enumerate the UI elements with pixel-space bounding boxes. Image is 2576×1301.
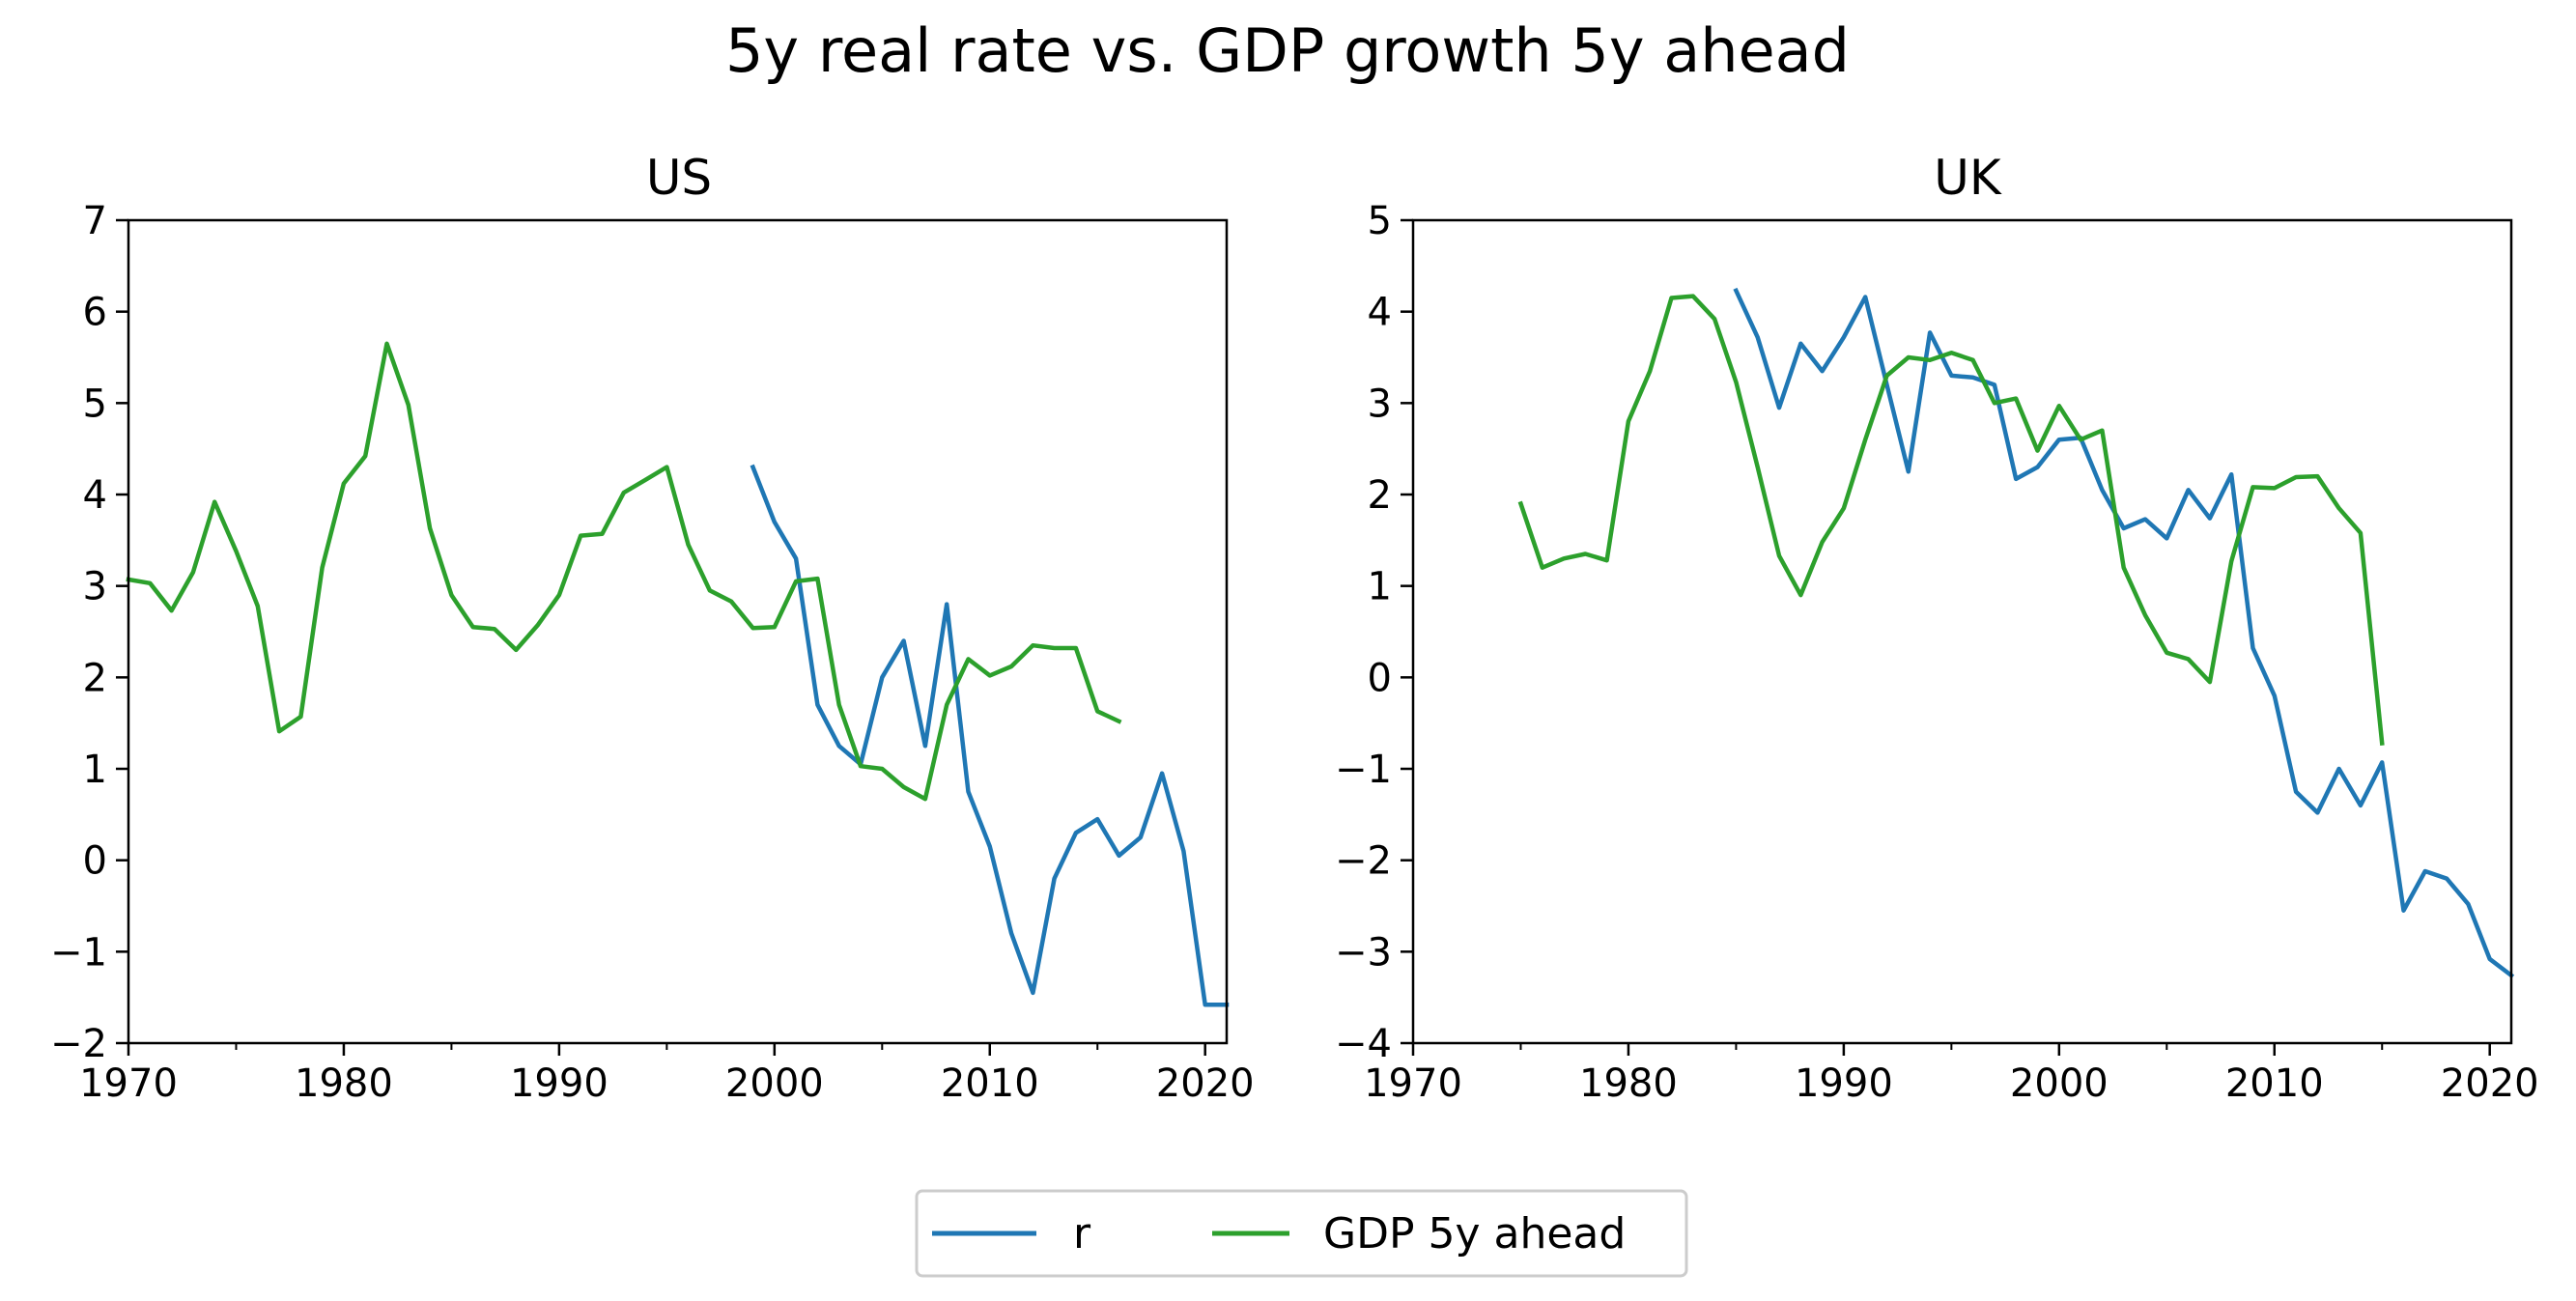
- uk-xtick-label: 2000: [2010, 1061, 2109, 1106]
- us-ytick-label: 1: [83, 748, 107, 792]
- us-ytick-label: 2: [83, 656, 107, 700]
- uk-plot-area: 1970 1980 1990 2000 2010 2020 −4 −3 −2 −1 0 1 2 3 4 5: [1335, 199, 2539, 1106]
- us-xtick-label: 1990: [510, 1061, 609, 1106]
- uk-ytick-label: 3: [1368, 382, 1392, 426]
- us-xtick-label: 2000: [725, 1061, 824, 1106]
- us-ytick-label: 5: [83, 382, 107, 426]
- legend: r GDP 5y ahead: [915, 1189, 1688, 1278]
- us-ytick-label: 6: [83, 291, 107, 335]
- panel-uk-title: UK: [1934, 150, 2002, 206]
- us-xtick-label: 1970: [79, 1061, 178, 1106]
- us-ytick-label: 3: [83, 565, 107, 609]
- uk-axes-frame: [1411, 218, 2513, 1045]
- us-series-gdp-line: [126, 341, 1122, 802]
- panel-us-title: US: [646, 150, 712, 206]
- uk-series-gdp-line: [1517, 294, 2385, 746]
- uk-ytick-label: −2: [1335, 839, 1392, 884]
- uk-xtick-label: 2010: [2225, 1061, 2324, 1106]
- panel-us: US 1970 1980 1990 2000 2010 2020 −2 −1 0 1 2 3 4 5 6 7: [50, 150, 1255, 1106]
- legend-label-gdp: GDP 5y ahead: [1323, 1209, 1626, 1259]
- uk-series-r-line: [1733, 287, 2515, 979]
- uk-xtick-label: 1980: [1579, 1061, 1678, 1106]
- us-ytick-label: 0: [83, 839, 107, 884]
- us-ytick-label: 7: [83, 199, 107, 243]
- uk-ytick-label: 2: [1368, 473, 1392, 518]
- us-axes-frame: [127, 218, 1229, 1045]
- us-xtick-label: 1980: [295, 1061, 393, 1106]
- uk-ytick-label: 0: [1368, 656, 1392, 700]
- uk-ytick-label: 5: [1368, 199, 1392, 243]
- uk-ytick-label: −3: [1335, 930, 1392, 975]
- legend-frame: [915, 1189, 1688, 1278]
- uk-xtick-label: 1970: [1364, 1061, 1462, 1106]
- us-ytick-label: −2: [50, 1022, 107, 1066]
- uk-ytick-label: 4: [1368, 291, 1392, 335]
- uk-ytick-label: −4: [1335, 1022, 1392, 1066]
- figure-title: 5y real rate vs. GDP growth 5y ahead: [725, 15, 1850, 86]
- uk-ytick-label: −1: [1335, 748, 1392, 792]
- uk-xtick-label: 1990: [1795, 1061, 1893, 1106]
- panel-uk: UK 1970 1980 1990 2000 2010 2020 −4 −3 −2 −1 0 1 2 3 4…: [1335, 150, 2539, 1106]
- uk-xtick-label: 2020: [2441, 1061, 2539, 1106]
- uk-ytick-label: 1: [1368, 565, 1392, 609]
- us-xtick-label: 2020: [1156, 1061, 1255, 1106]
- us-ytick-label: −1: [50, 930, 107, 975]
- us-xtick-label: 2010: [941, 1061, 1039, 1106]
- us-ytick-label: 4: [83, 473, 107, 518]
- us-plot-area: 1970 1980 1990 2000 2010 2020 −2 −1 0 1 2 3 4 5 6 7: [50, 199, 1255, 1106]
- legend-label-r: r: [1073, 1209, 1091, 1259]
- us-series-r-line: [750, 464, 1230, 1007]
